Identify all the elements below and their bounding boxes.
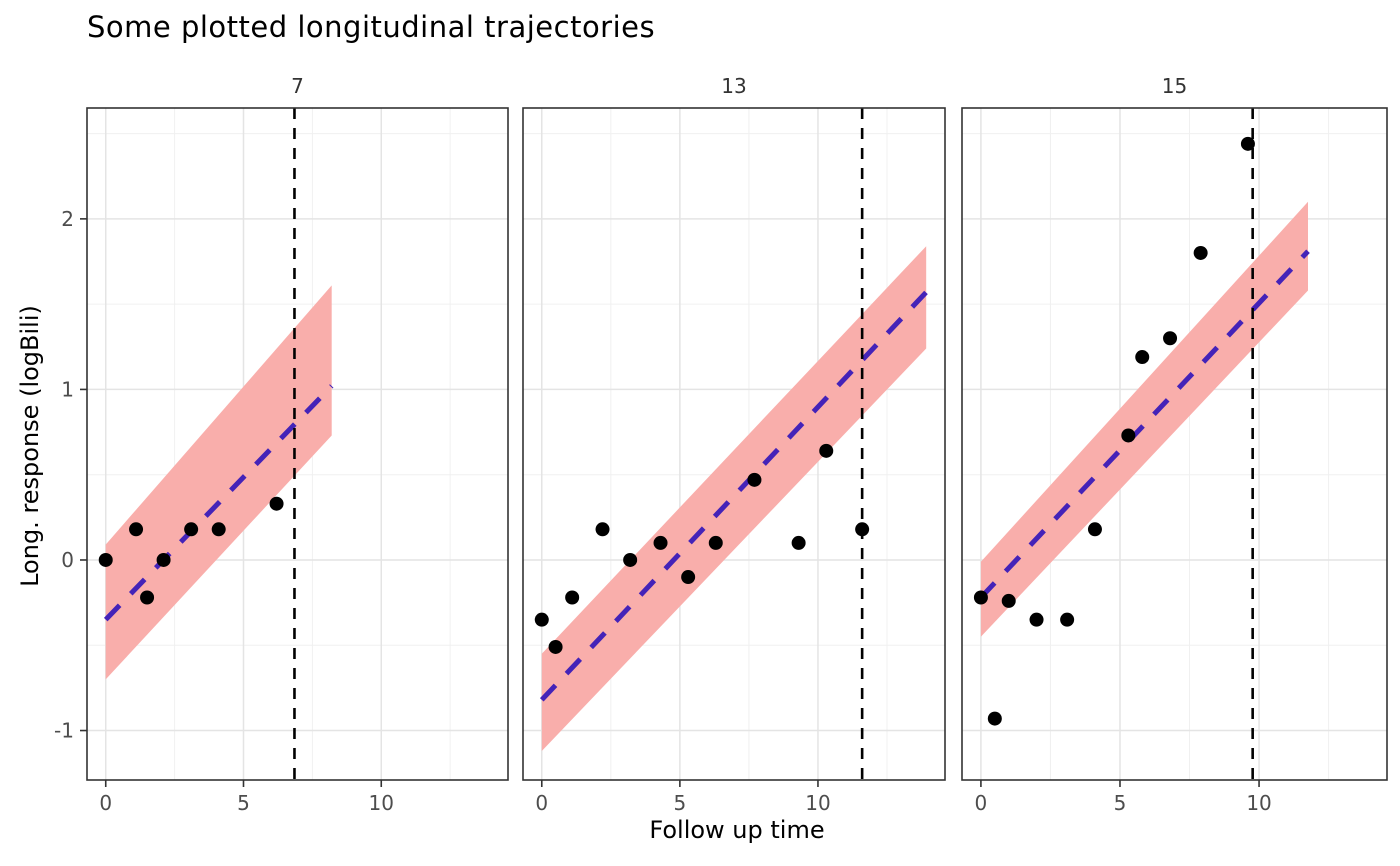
scatter-point [708,535,723,550]
confidence-ribbon [105,285,332,680]
panel-border [86,107,509,781]
scatter-point [595,522,610,537]
scatter-point [653,535,668,550]
scatter-point [819,443,834,458]
scatter-point [565,590,580,605]
scatter-point [534,612,549,627]
confidence-ribbon [541,246,927,751]
x-tick-label: 10 [1246,791,1271,815]
scatter-point [623,552,638,567]
scatter-point [1121,428,1136,443]
x-axis-title: Follow up time [649,816,825,844]
facet-strip-label: 15 [1162,74,1187,98]
y-tick-label: 2 [61,207,74,231]
scatter-point [1060,612,1075,627]
chart-title: Some plotted longitudinal trajectories [87,10,656,44]
x-tick-label: 0 [975,791,988,815]
y-tick-label: 0 [61,548,74,572]
scatter-point [987,711,1002,726]
scatter-point [140,590,155,605]
facet-strip-label: 7 [291,74,304,98]
scatter-point [129,522,144,537]
scatter-point [269,496,284,511]
scatter-point [681,570,696,585]
scatter-point [747,472,762,487]
y-tick-label: 1 [61,377,74,401]
scatter-point [855,522,870,537]
confidence-ribbon [980,201,1308,637]
scatter-point [1087,522,1102,537]
scatter-point [1193,245,1208,260]
panel-border [961,107,1388,781]
scatter-point [211,522,226,537]
x-tick-label: 10 [369,791,394,815]
scatter-point [973,590,988,605]
scatter-point [1001,593,1016,608]
facet-strip-label: 13 [721,74,746,98]
fit-line [103,384,334,622]
y-tick-label: -1 [54,719,74,743]
scatter-point [1240,136,1255,151]
x-tick-label: 0 [99,791,112,815]
x-tick-label: 5 [674,791,687,815]
x-tick-label: 10 [805,791,830,815]
y-axis-title: Long. response (logBili) [16,305,44,587]
scatter-point [156,552,171,567]
x-tick-label: 5 [237,791,250,815]
scatter-point [1029,612,1044,627]
x-tick-label: 5 [1114,791,1127,815]
x-tick-label: 0 [535,791,548,815]
scatter-point [1163,331,1178,346]
scatter-point [1135,350,1150,365]
panel-border [522,107,946,781]
scatter-point [184,522,199,537]
scatter-point [98,552,113,567]
scatter-point [791,535,806,550]
scatter-point [548,639,563,654]
